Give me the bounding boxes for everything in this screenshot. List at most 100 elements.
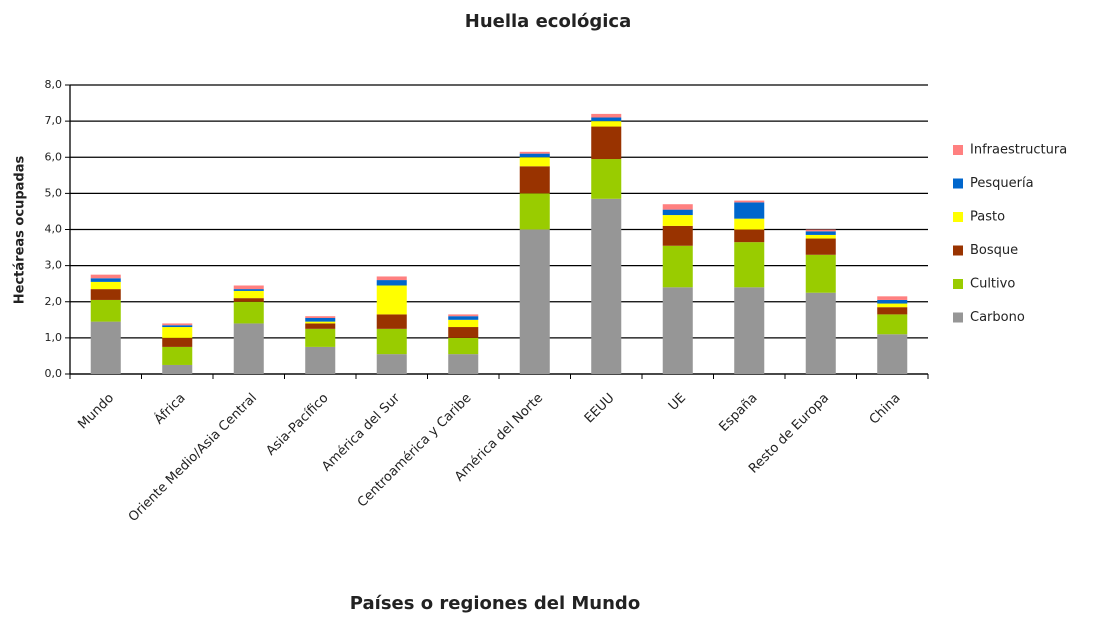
bar-segment — [90, 281, 121, 290]
bar-segment — [162, 325, 193, 328]
bar-segment — [376, 285, 407, 315]
bar-segment — [805, 292, 836, 374]
x-tick-label: África — [151, 390, 189, 428]
legend-swatch — [953, 178, 963, 189]
legend-swatch — [953, 212, 963, 222]
y-tick-label: 1,0 — [45, 331, 63, 344]
bar-segment — [376, 354, 407, 374]
bar-segment — [734, 287, 765, 374]
bar-segment — [448, 314, 479, 317]
bar-segment — [519, 153, 550, 158]
bar-segment — [162, 364, 193, 374]
bar-segment — [233, 289, 264, 291]
x-tick-label: América del Sur — [319, 390, 403, 474]
bar-segment — [591, 113, 622, 118]
legend-label: Carbono — [970, 310, 1025, 325]
bar-segment — [376, 314, 407, 329]
bar-segment — [734, 202, 765, 219]
bar-segment — [591, 198, 622, 374]
bar-segment — [662, 287, 693, 374]
bar-segment — [162, 323, 193, 326]
y-tick-label: 8,0 — [45, 78, 63, 91]
x-tick-label: Centroamérica y Caribe — [355, 391, 475, 511]
legend-swatch — [953, 245, 963, 256]
bar-segment — [233, 323, 264, 374]
bar-segment — [734, 242, 765, 288]
bar-segment — [805, 254, 836, 293]
x-tick-label: UE — [666, 391, 689, 414]
x-tick-label: España — [716, 391, 760, 435]
x-tick-label: EEUU — [582, 391, 618, 427]
bar-segment — [734, 218, 765, 230]
bar-segment — [305, 323, 336, 329]
bar-segment — [305, 316, 336, 319]
bar-segment — [233, 298, 264, 302]
x-tick-label: Asia-Pacífico — [264, 391, 332, 459]
y-tick-label: 5,0 — [45, 186, 63, 199]
bar-segment — [877, 299, 908, 304]
bar-segment — [448, 354, 479, 374]
bar-segment — [662, 225, 693, 246]
bar-segment — [662, 204, 693, 210]
bar-segment — [90, 289, 121, 300]
y-tick-label: 6,0 — [45, 150, 63, 163]
bar-segment — [519, 151, 550, 154]
bar-segment — [877, 296, 908, 300]
bar-segment — [162, 327, 193, 338]
bar-segment — [805, 238, 836, 255]
bar-segment — [448, 319, 479, 328]
bar-segment — [519, 157, 550, 167]
y-tick-label: 7,0 — [45, 114, 63, 127]
bar-segment — [305, 346, 336, 374]
bar-segment — [305, 328, 336, 347]
legend-swatch — [953, 312, 963, 323]
y-tick-label: 0,0 — [45, 367, 63, 380]
bar-segment — [805, 229, 836, 232]
bar-segment — [662, 209, 693, 216]
bar-segment — [519, 166, 550, 194]
legend-label: Infraestructura — [970, 143, 1067, 158]
bar-segment — [877, 307, 908, 315]
bar-segment — [734, 229, 765, 243]
bar-segment — [877, 303, 908, 308]
bar-segment — [662, 245, 693, 288]
bar-segment — [662, 215, 693, 226]
x-tick-label: Resto de Europa — [746, 391, 832, 477]
legend-swatch — [953, 279, 963, 289]
bar-segment — [591, 121, 622, 127]
y-tick-label: 3,0 — [45, 259, 63, 272]
bar-segment — [162, 346, 193, 365]
y-tick-label: 2,0 — [45, 295, 63, 308]
y-tick-label: 4,0 — [45, 223, 63, 236]
bar-segment — [90, 274, 121, 279]
bar-segment — [305, 321, 336, 324]
bar-segment — [376, 280, 407, 286]
bar-segment — [233, 285, 264, 290]
x-tick-label: Oriente Medio/Asia Central — [126, 391, 260, 525]
bar-segment — [805, 231, 836, 235]
legend-swatch — [953, 145, 963, 155]
bar-segment — [805, 234, 836, 239]
bar-segment — [877, 334, 908, 374]
bar-segment — [591, 159, 622, 199]
bar-segment — [162, 337, 193, 347]
bar-segment — [90, 321, 121, 374]
x-axis-title: Países o regiones del Mundo — [350, 593, 640, 614]
bar-segment — [519, 193, 550, 230]
bar-segment — [233, 290, 264, 299]
bar-segment — [90, 278, 121, 282]
bar-segment — [376, 328, 407, 355]
x-tick-label: China — [867, 391, 904, 428]
chart-title: Huella ecológica — [465, 11, 632, 32]
legend-label: Pesquería — [970, 176, 1034, 191]
bar-segment — [877, 314, 908, 335]
bar-segment — [734, 200, 765, 203]
legend-label: Bosque — [970, 243, 1018, 258]
bar-segment — [519, 229, 550, 374]
bar-segment — [448, 337, 479, 355]
bar-segment — [591, 126, 622, 160]
legend-label: Pasto — [970, 210, 1005, 225]
y-axis-title: Hectáreas ocupadas — [13, 156, 28, 305]
x-tick-label: Mundo — [75, 391, 117, 433]
legend-label: Cultivo — [970, 277, 1015, 292]
